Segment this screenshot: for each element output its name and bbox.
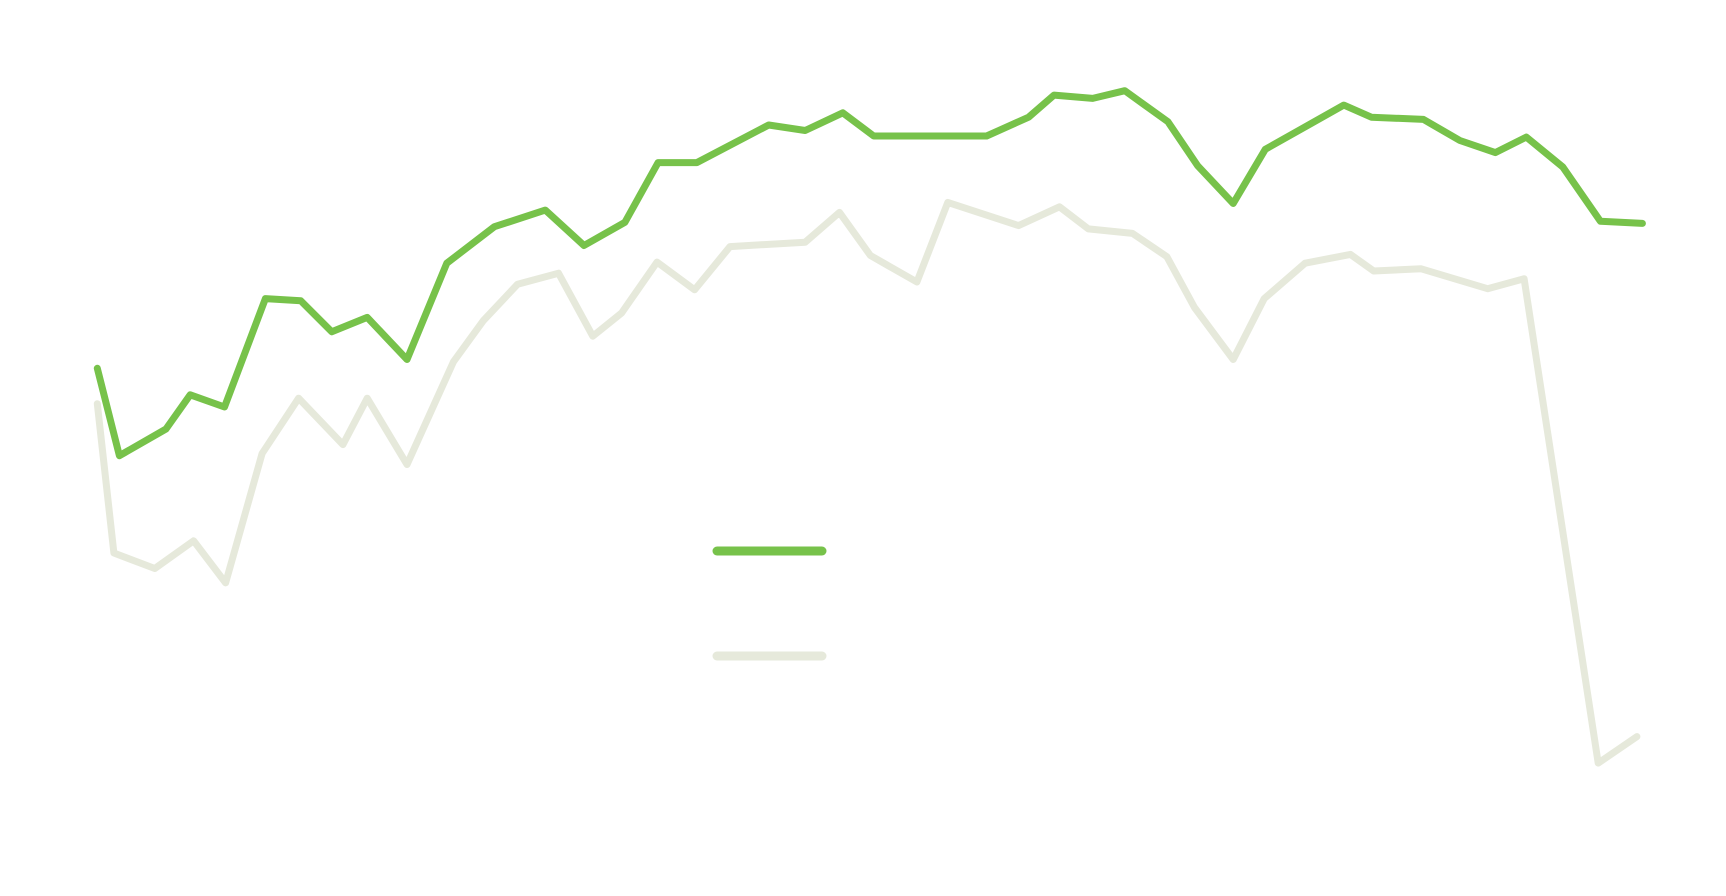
series-line: [93, 198, 1641, 767]
series-line: [93, 87, 1646, 460]
legend: [712, 546, 827, 661]
